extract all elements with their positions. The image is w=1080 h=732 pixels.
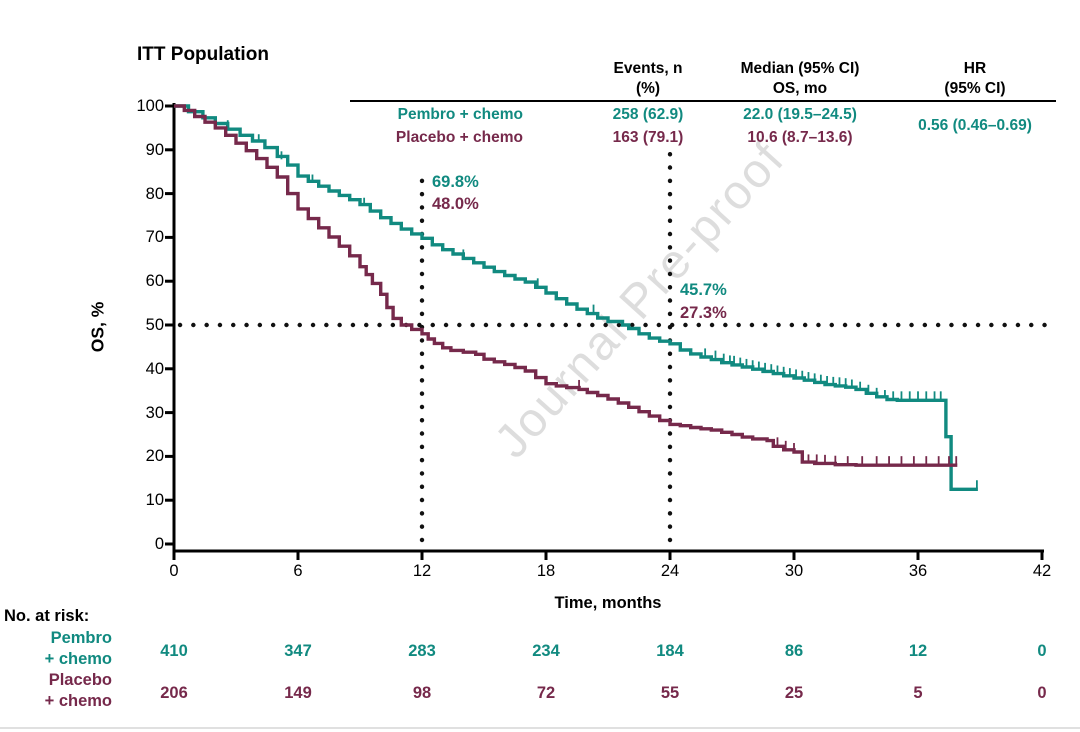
annotation-12mo-pembro: 69.8%	[432, 173, 479, 191]
y-tick-label-40: 40	[145, 359, 164, 378]
km-curve-pembro	[174, 104, 978, 491]
risk-count-placebo-0mo: 206	[160, 684, 188, 702]
legend-placebo-label: Placebo + chemo	[395, 129, 523, 146]
hr-header-line2: (95% CI)	[944, 80, 1006, 97]
x-tick-label-18: 18	[536, 562, 556, 580]
y-tick-label-50: 50	[145, 316, 164, 334]
median-column-header: Median (95% CI) OS, mo	[710, 59, 890, 99]
risk-count-pembro-18mo: 234	[532, 642, 560, 660]
risk-count-placebo-30mo: 25	[784, 684, 804, 702]
y-tick-label-0: 0	[154, 535, 164, 553]
x-tick-label-0: 0	[169, 562, 179, 580]
y-tick-label-10: 10	[145, 491, 164, 510]
y-axis-title: OS, %	[87, 301, 108, 353]
risk-count-pembro-36mo: 12	[908, 642, 928, 660]
x-tick-label-36: 36	[908, 562, 928, 580]
risk-row-label-pembro: Pembro + chemo	[44, 629, 112, 668]
no-at-risk-label: No. at risk:	[4, 607, 90, 625]
annotation-12mo-placebo: 48.0%	[432, 195, 479, 213]
figure-title: ITT Population	[137, 44, 269, 65]
risk-count-placebo-18mo: 72	[536, 684, 556, 702]
risk-count-placebo-42mo: 0	[1037, 684, 1047, 702]
risk-count-pembro-30mo: 86	[784, 642, 804, 660]
y-tick-label-90: 90	[145, 140, 164, 159]
km-curve-placebo	[174, 104, 958, 467]
y-tick-label-60: 60	[145, 272, 164, 291]
risk-count-placebo-36mo: 5	[913, 684, 923, 702]
risk-count-pembro-6mo: 347	[284, 642, 312, 660]
risk-count-placebo-24mo: 55	[660, 684, 680, 702]
risk-count-pembro-24mo: 184	[656, 642, 684, 660]
events-value-pembro: 258 (62.9)	[612, 106, 684, 123]
annotation-24mo-placebo: 27.3%	[680, 304, 727, 322]
events-column-header: Events, n (%)	[576, 59, 720, 99]
hr-column-header: HR (95% CI)	[905, 59, 1045, 99]
annotation-24mo-pembro: 45.7%	[680, 281, 727, 299]
risk-count-pembro-12mo: 283	[408, 642, 436, 660]
median-header-line1: Median (95% CI)	[740, 60, 860, 77]
x-axis-title: Time, months	[554, 594, 662, 612]
x-tick-label-42: 42	[1032, 562, 1052, 580]
events-value-placebo: 163 (79.1)	[612, 129, 684, 146]
summary-table-rule	[350, 100, 1056, 102]
x-tick-label-12: 12	[412, 562, 432, 580]
x-tick-label-30: 30	[784, 562, 804, 580]
bottom-divider	[0, 727, 1080, 729]
x-tick-label-6: 6	[293, 562, 303, 580]
median-value-pembro: 22.0 (19.5–24.5)	[743, 106, 857, 123]
risk-count-pembro-42mo: 0	[1037, 642, 1047, 660]
y-tick-label-80: 80	[145, 184, 164, 203]
events-header-line1: Events, n	[613, 60, 683, 77]
median-value-placebo: 10.6 (8.7–13.6)	[747, 129, 853, 146]
risk-count-pembro-0mo: 410	[160, 642, 188, 660]
y-tick-label-70: 70	[145, 228, 164, 247]
risk-row-label-placebo: Placebo + chemo	[44, 671, 112, 710]
hr-header-line1: HR	[963, 60, 987, 77]
y-tick-label-30: 30	[145, 403, 164, 422]
x-tick-label-24: 24	[660, 562, 680, 580]
median-header-line2: OS, mo	[772, 80, 828, 97]
risk-count-placebo-6mo: 149	[284, 684, 312, 702]
legend-pembro-label: Pembro + chemo	[397, 106, 523, 123]
hr-value: 0.56 (0.46–0.69)	[918, 117, 1032, 134]
risk-count-placebo-12mo: 98	[412, 684, 432, 702]
y-tick-label-20: 20	[145, 447, 164, 466]
events-header-line2: (%)	[635, 80, 661, 97]
y-tick-label-100: 100	[136, 97, 164, 115]
